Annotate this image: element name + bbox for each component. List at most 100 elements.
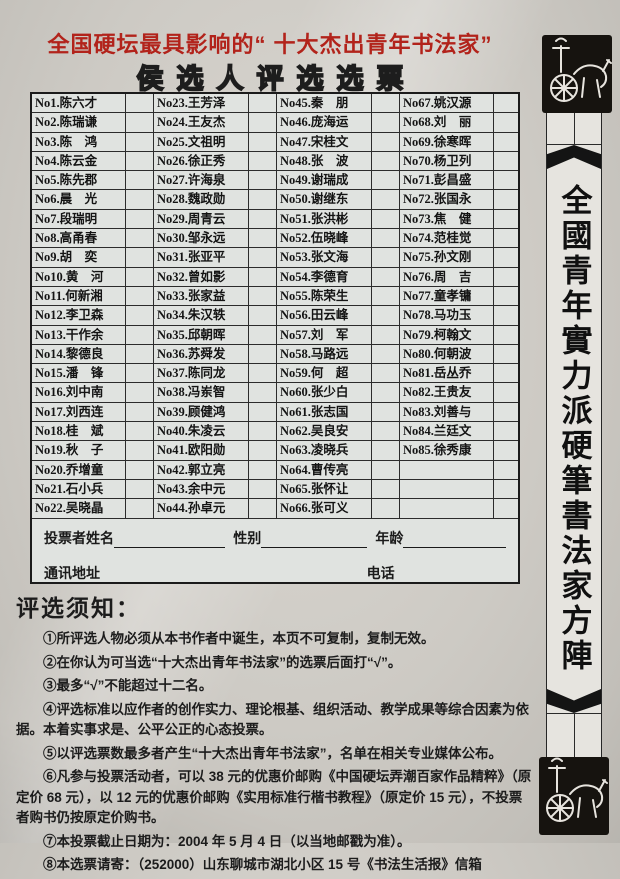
instruction-item: ②在你认为可当选“十大杰出青年书法家”的选票后面打“√”。 — [43, 654, 402, 670]
check-cell — [494, 441, 518, 461]
check-cell — [494, 210, 518, 230]
candidate-cell: No13.干作余 — [32, 325, 126, 345]
candidate-cell: No67.姚汉源 — [400, 94, 494, 114]
check-cell — [249, 499, 277, 519]
check-cell — [126, 441, 154, 461]
check-cell — [126, 499, 154, 519]
candidate-cell: No37.陈同龙 — [154, 364, 249, 384]
candidate-cell: No6.晨 光 — [32, 190, 126, 210]
candidate-cell: No34.朱汉轶 — [154, 306, 249, 326]
candidate-cell: No33.张家益 — [154, 286, 249, 307]
candidate-cell: No69.徐寒晖 — [400, 132, 494, 152]
check-cell — [372, 383, 400, 403]
candidate-cell: No74.范桂觉 — [400, 229, 494, 249]
check-cell — [126, 306, 154, 326]
voter-row-2: 通讯地址 电话 — [44, 563, 506, 583]
check-cell — [249, 383, 277, 403]
check-cell — [494, 94, 518, 114]
check-cell — [249, 113, 277, 133]
instructions-heading: 评选须知： — [16, 595, 141, 621]
page-subtitle: 侯选人评选选票 — [136, 63, 417, 95]
check-cell — [126, 325, 154, 345]
check-cell — [249, 248, 277, 268]
candidate-cell: No70.杨卫列 — [400, 151, 494, 172]
instruction-item: ③最多“√”不能超过十二名。 — [43, 678, 213, 693]
phone-label: 电话 — [366, 565, 395, 581]
candidate-cell: No79.柯翰文 — [400, 325, 494, 345]
check-cell — [372, 499, 400, 519]
check-cell — [494, 229, 518, 249]
check-cell — [249, 94, 277, 114]
candidate-cell — [400, 499, 494, 519]
check-cell — [249, 441, 277, 461]
candidate-cell: No30.邹永远 — [154, 229, 249, 249]
instruction-item: ⑤以评选票数最多者产生“十大杰出青年书法家”，名单在相关专业媒体公布。 — [43, 745, 502, 761]
candidate-cell: No25.文祖明 — [154, 132, 249, 152]
candidate-cell: No53.张文海 — [277, 248, 372, 268]
check-cell — [372, 325, 400, 345]
candidate-cell: No52.伍晓峰 — [277, 229, 372, 249]
check-cell — [126, 190, 154, 210]
check-cell — [126, 286, 154, 307]
candidate-cell: No43.余中元 — [154, 479, 249, 500]
check-cell — [249, 151, 277, 172]
check-cell — [249, 460, 277, 480]
check-cell — [249, 267, 277, 287]
candidate-cell — [400, 460, 494, 480]
check-cell — [249, 190, 277, 210]
banner-top-connector — [547, 113, 601, 145]
check-cell — [494, 499, 518, 519]
check-cell — [126, 364, 154, 384]
candidate-cell: No84.兰廷文 — [400, 422, 494, 442]
address-field — [100, 568, 357, 583]
check-cell — [494, 422, 518, 442]
candidate-cell: No59.何 超 — [277, 364, 372, 384]
candidate-cell: No60.张少白 — [277, 383, 372, 403]
check-cell — [372, 441, 400, 461]
check-cell — [372, 113, 400, 133]
candidate-cell: No51.张洪彬 — [277, 209, 372, 230]
candidate-cell: No9.胡 奕 — [32, 248, 126, 268]
check-cell — [126, 171, 154, 191]
instruction-item: ⑧本选票请寄：（252000）山东聊城市湖北小区 15 号《书法生活报》信箱 — [43, 857, 482, 872]
candidate-cell: No4.陈云金 — [32, 151, 126, 172]
check-cell — [494, 190, 518, 210]
check-cell — [126, 94, 154, 114]
candidate-cell — [400, 479, 494, 500]
instruction-item: ⑦本投票截止日期为：2004 年 5 月 4 日（以当地邮戳为准）。 — [43, 833, 411, 849]
instruction-item: ④评选标准以应作者的创作实力、理论根基、组织活动、教学成果等综合因素为依据。本着… — [16, 701, 529, 738]
check-cell — [372, 422, 400, 442]
check-cell — [372, 286, 400, 307]
candidate-cell: No15.潘 锋 — [32, 364, 126, 384]
candidate-cell: No71.彭昌盛 — [400, 171, 494, 191]
candidate-cell: No65.张怀让 — [277, 479, 372, 500]
check-cell — [372, 402, 400, 423]
check-cell — [126, 344, 154, 365]
candidate-cell: No18.桂 斌 — [32, 422, 126, 442]
candidate-cell: No8.高甬春 — [32, 229, 126, 249]
check-cell — [249, 364, 277, 384]
candidate-cell: No76.周 吉 — [400, 267, 494, 287]
candidate-cell: No10.黄 河 — [32, 267, 126, 287]
candidate-cell: No3.陈 鸿 — [32, 132, 126, 152]
check-cell — [372, 344, 400, 365]
candidate-cell: No72.张国永 — [400, 190, 494, 210]
page-title: 全国硬坛最具影响的“ 十大杰出青年书法家” — [47, 32, 493, 57]
candidate-cell: No5.陈先郡 — [32, 171, 126, 191]
check-cell — [249, 229, 277, 249]
candidate-cell: No82.王贵友 — [400, 383, 494, 403]
check-cell — [249, 325, 277, 345]
check-cell — [372, 171, 400, 191]
check-cell — [494, 326, 518, 345]
candidate-cell: No66.张可义 — [277, 499, 372, 519]
candidate-cell: No27.许海泉 — [154, 171, 249, 191]
candidate-cell: No49.谢瑞成 — [277, 171, 372, 191]
candidate-cell: No20.乔增童 — [32, 460, 126, 480]
candidate-cell: No21.石小兵 — [32, 479, 126, 500]
voter-row-1: 投票者姓名 性别 年龄 — [44, 528, 506, 548]
check-cell — [372, 267, 400, 287]
check-cell — [494, 113, 518, 133]
candidate-cell: No41.欧阳勋 — [154, 441, 249, 461]
check-cell — [494, 403, 518, 423]
check-cell — [494, 461, 518, 480]
